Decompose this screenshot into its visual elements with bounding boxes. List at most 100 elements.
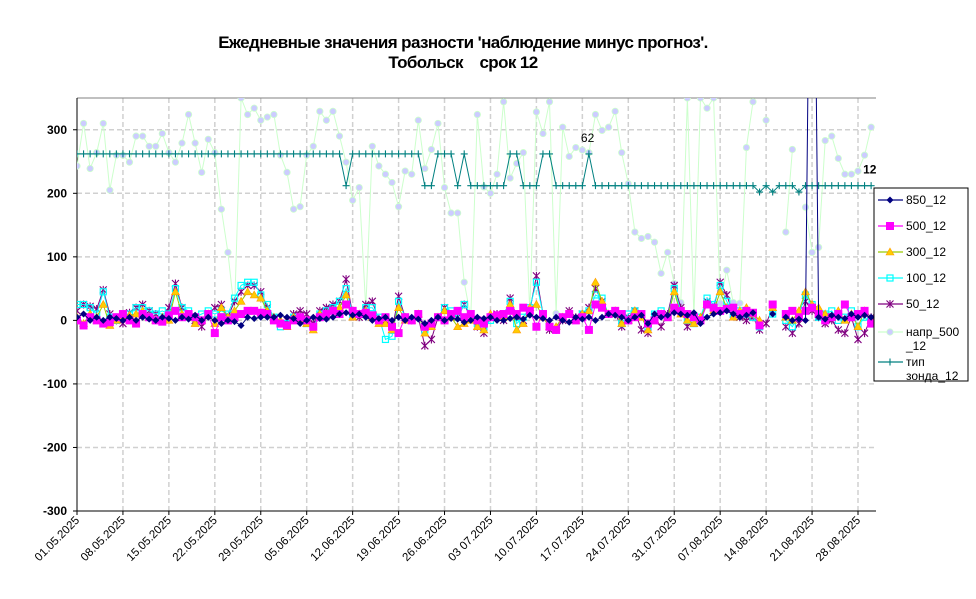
850_12-point [454,315,462,323]
типзонда_12-point [696,182,704,190]
500_12-point [361,308,370,317]
850_12-point [624,316,632,324]
напр_500_12-point [637,234,646,243]
типзонда_12-point [198,150,206,158]
850_12-point [375,314,383,322]
500_12-point [709,303,718,312]
типзонда_12-point [591,182,599,190]
300_12-point [669,287,679,296]
напр_500_12-point [454,209,462,217]
напр_500_12-point [191,139,199,147]
типзонда_12-point [821,182,829,190]
y-tick-label: 200 [47,186,67,200]
legend-marker [886,274,894,282]
напр_500_12-point [270,110,278,119]
типзонда_12-point [585,150,593,158]
850_12-point [158,313,166,321]
850_12-point [598,313,606,321]
850_12-point [532,313,540,321]
типзонда_12-point [421,182,429,190]
500_12-point [466,310,475,319]
типзонда_12-point [126,150,134,158]
850_12-point [565,318,573,326]
типзонда_12-point [171,150,179,158]
850_12-point [631,313,639,321]
850_12-point [480,314,488,322]
500_12-point [250,306,259,315]
типзонда_12-point [336,150,344,158]
типзонда_12-point [388,150,396,158]
500_12-point [283,321,292,330]
850_12-point [788,316,796,324]
500_12-point [860,306,869,315]
типзонда_12-point [486,182,494,190]
типзонда_12-point [276,150,284,158]
типзонда_12-point [309,150,317,158]
типзонда_12-point [644,182,652,190]
напр_500_12-point [106,186,114,194]
напр_500_12-point [545,98,554,106]
850_12-point [716,309,724,317]
типзонда_12-point [145,150,153,158]
850_12-point [263,313,271,321]
типзонда_12-point [493,182,501,190]
850_12-point [99,316,107,324]
y-tick-label: -200 [43,440,67,454]
850_12-point [388,316,396,324]
типзонда_12-point [132,150,140,158]
850_12-point [368,316,376,324]
500_12-point [210,329,219,338]
напр_500_12-point [762,116,770,124]
типзонда_12-point [710,182,718,190]
chart-title-line2: Тобольск срок 12 [388,53,537,72]
300_12-point [440,306,450,315]
850_12-point [309,313,317,321]
300_12-point [689,318,699,327]
850_12-point [605,310,613,318]
100_12-point [368,304,376,312]
напр_500_12-point [650,238,659,246]
500_12-point [453,306,462,315]
типзонда_12-point [670,182,678,190]
850_12-point [637,311,645,319]
50_12-point [657,322,665,331]
типзонда_12-point [762,182,770,190]
850_12-point [546,316,554,324]
850_12-point [618,313,626,321]
типзонда_12-point [158,150,166,158]
850_12-point [185,315,193,323]
типзонда_12-point [828,182,836,190]
850_12-point [736,313,744,321]
типзонда_12-point [211,150,219,158]
типзонда_12-point [736,182,744,190]
типзонда_12-point [611,182,619,190]
типзонда_12-point [723,182,731,190]
напр_500_12-point [782,228,790,236]
типзонда_12-point [139,150,147,158]
500_12-point [243,306,252,315]
850_12-point [467,316,475,324]
x-tick-label: 22.05.2025 [171,515,220,564]
500_12-point [447,310,456,319]
850_12-point [657,313,665,321]
850_12-point [519,315,527,323]
chart-title-line1: Ежедневные значения разности 'наблюдение… [218,33,708,52]
типзонда_12-point [237,150,245,158]
типзонда_12-point [355,150,363,158]
типзонда_12-point [375,150,383,158]
типзонда_12-point [224,150,232,158]
x-tick-label: 08.05.2025 [79,515,128,564]
850_12-point [506,314,514,322]
legend-marker [886,328,894,336]
напр_500_12-point [723,266,731,274]
50_12-point [77,306,81,315]
напр_500_12-point [368,142,376,150]
типзонда_12-point [191,150,199,158]
типзонда_12-point [231,150,239,158]
850_12-point [408,313,416,321]
типзонда_12-point [500,182,508,190]
x-tick-label: 31.07.2025 [630,515,679,564]
напр_500_12-point [860,151,869,159]
legend-marker [886,358,894,366]
типзонда_12-point [867,182,875,190]
